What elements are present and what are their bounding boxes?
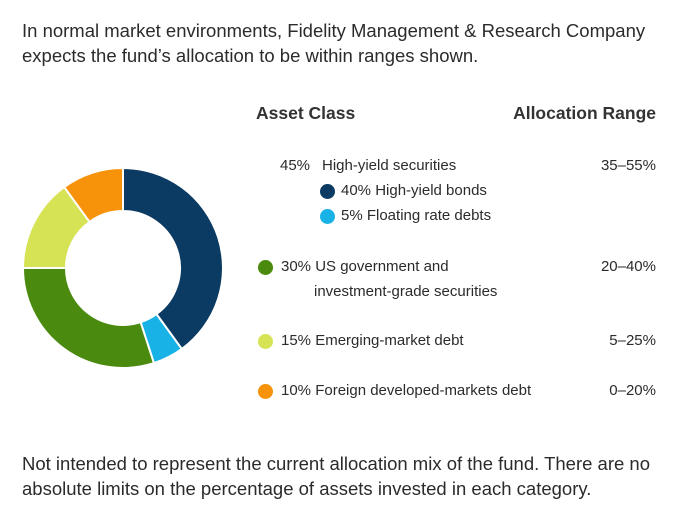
emerging-market-label: 15% Emerging-market debt xyxy=(281,332,464,349)
foreign-developed-label: 10% Foreign developed-markets debt xyxy=(281,382,532,399)
highyield-bonds-legend-dot xyxy=(320,184,335,199)
highyield-range: 35–55% xyxy=(600,157,656,174)
floating-rate-label: 5% Floating rate debts xyxy=(341,207,492,224)
us-government-range: 20–40% xyxy=(600,258,656,275)
asset-class-header: Asset Class xyxy=(256,103,356,123)
us-government-label-line1: 30% US government and xyxy=(281,258,449,275)
emerging-market-legend-dot xyxy=(258,334,273,349)
us-government-legend-dot xyxy=(258,260,273,275)
floating-rate-legend-dot xyxy=(320,209,335,224)
highyield-pct: 45% xyxy=(280,157,311,174)
donut-slice-high-yield-bonds xyxy=(122,166,224,351)
allocation-donut-chart xyxy=(21,166,224,369)
donut-slice-us-government-and-investment-grade-securities xyxy=(21,267,156,369)
allocation-range-header: Allocation Range xyxy=(513,103,656,123)
intro-text: In normal market environments, Fidelity … xyxy=(22,20,646,66)
foreign-developed-range: 0–20% xyxy=(609,382,656,399)
foreign-developed-legend-dot xyxy=(258,384,273,399)
highyield-bonds-label: 40% High-yield bonds xyxy=(341,182,487,199)
donut-slice-foreign-developed-markets-debt xyxy=(62,166,124,224)
emerging-market-range: 5–25% xyxy=(609,332,656,349)
footer-disclaimer: Not intended to represent the current al… xyxy=(22,453,651,499)
us-government-label-line2: investment-grade securities xyxy=(314,283,498,300)
highyield-label: High-yield securities xyxy=(322,157,457,174)
